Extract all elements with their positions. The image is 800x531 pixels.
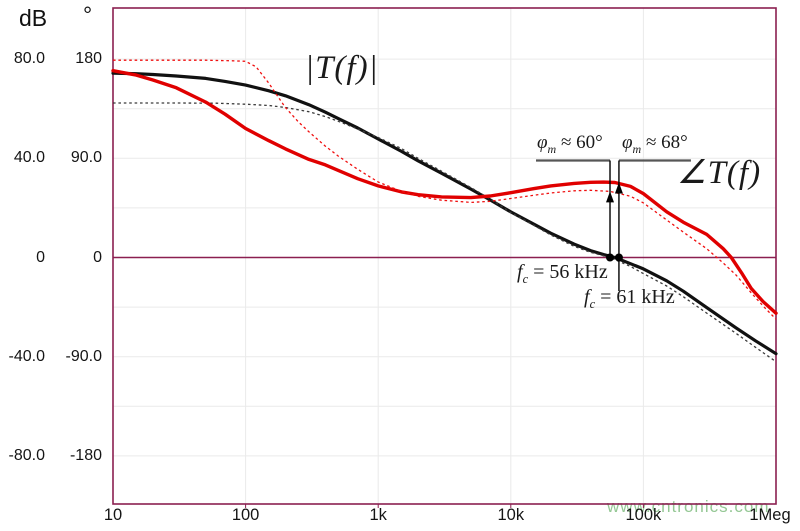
freq-tick-label: 10 <box>103 506 123 524</box>
db-tick-label: -80.0 <box>8 446 45 464</box>
deg-tick-label: 180 <box>75 50 102 68</box>
phi-subscript: m <box>547 141 557 156</box>
f-symbol: f <box>584 286 590 308</box>
magnitude-curve-label: |T(f)| <box>305 50 379 86</box>
phi-symbol: φ <box>537 132 548 153</box>
deg-tick-label: 0 <box>93 248 102 266</box>
crossover-value: = 61 kHz <box>600 286 675 308</box>
phase-margin-arrow-68 <box>614 182 623 194</box>
crossover-value: = 56 kHz <box>533 261 608 283</box>
phase-margin-label-68: φm ≈ 68° <box>622 132 688 157</box>
db-tick-label: 0 <box>36 248 45 266</box>
f-subscript: c <box>522 272 529 286</box>
phase-curve-label: ∠T(f) <box>677 155 762 191</box>
freq-tick-label: 100 <box>231 506 260 524</box>
deg-axis-unit: ° <box>83 2 93 28</box>
phi-symbol: φ <box>622 132 633 153</box>
crossover-label-61k: fc = 61 kHz <box>584 286 675 312</box>
plot-frame <box>112 7 777 505</box>
deg-tick-label: 90.0 <box>70 149 102 167</box>
deg-tick-label: -90.0 <box>65 347 102 365</box>
crossover-label-56k: fc = 56 kHz <box>517 261 608 287</box>
phase-measured-curve <box>111 68 778 315</box>
deg-tick-label: -180 <box>69 446 102 464</box>
db-tick-label: -40.0 <box>8 347 45 365</box>
phase-margin-label-60: φm ≈ 60° <box>537 132 603 157</box>
freq-tick-label: 1k <box>369 506 387 524</box>
f-symbol: f <box>517 261 523 283</box>
crossover-dot-56k <box>606 253 615 262</box>
db-axis-unit: dB <box>19 5 48 31</box>
phase-model-curve <box>113 59 777 320</box>
freq-tick-label: 100k <box>625 506 662 524</box>
phase-margin-value: ≈ 68° <box>645 132 688 153</box>
magnitude-measured-curve <box>111 71 778 356</box>
db-tick-label: 80.0 <box>13 50 45 68</box>
crossover-dot-61k <box>614 253 623 262</box>
f-subscript: c <box>589 297 596 311</box>
watermark: www.cntronics.com <box>607 497 770 516</box>
freq-tick-label: 10k <box>497 506 525 524</box>
phi-subscript: m <box>632 141 642 156</box>
db-tick-label: 40.0 <box>13 149 45 167</box>
phase-margin-value: ≈ 60° <box>560 132 603 153</box>
phase-margin-arrow-60 <box>606 191 615 203</box>
freq-tick-label: 1Meg <box>749 506 791 524</box>
magnitude-model-curve <box>113 102 777 363</box>
